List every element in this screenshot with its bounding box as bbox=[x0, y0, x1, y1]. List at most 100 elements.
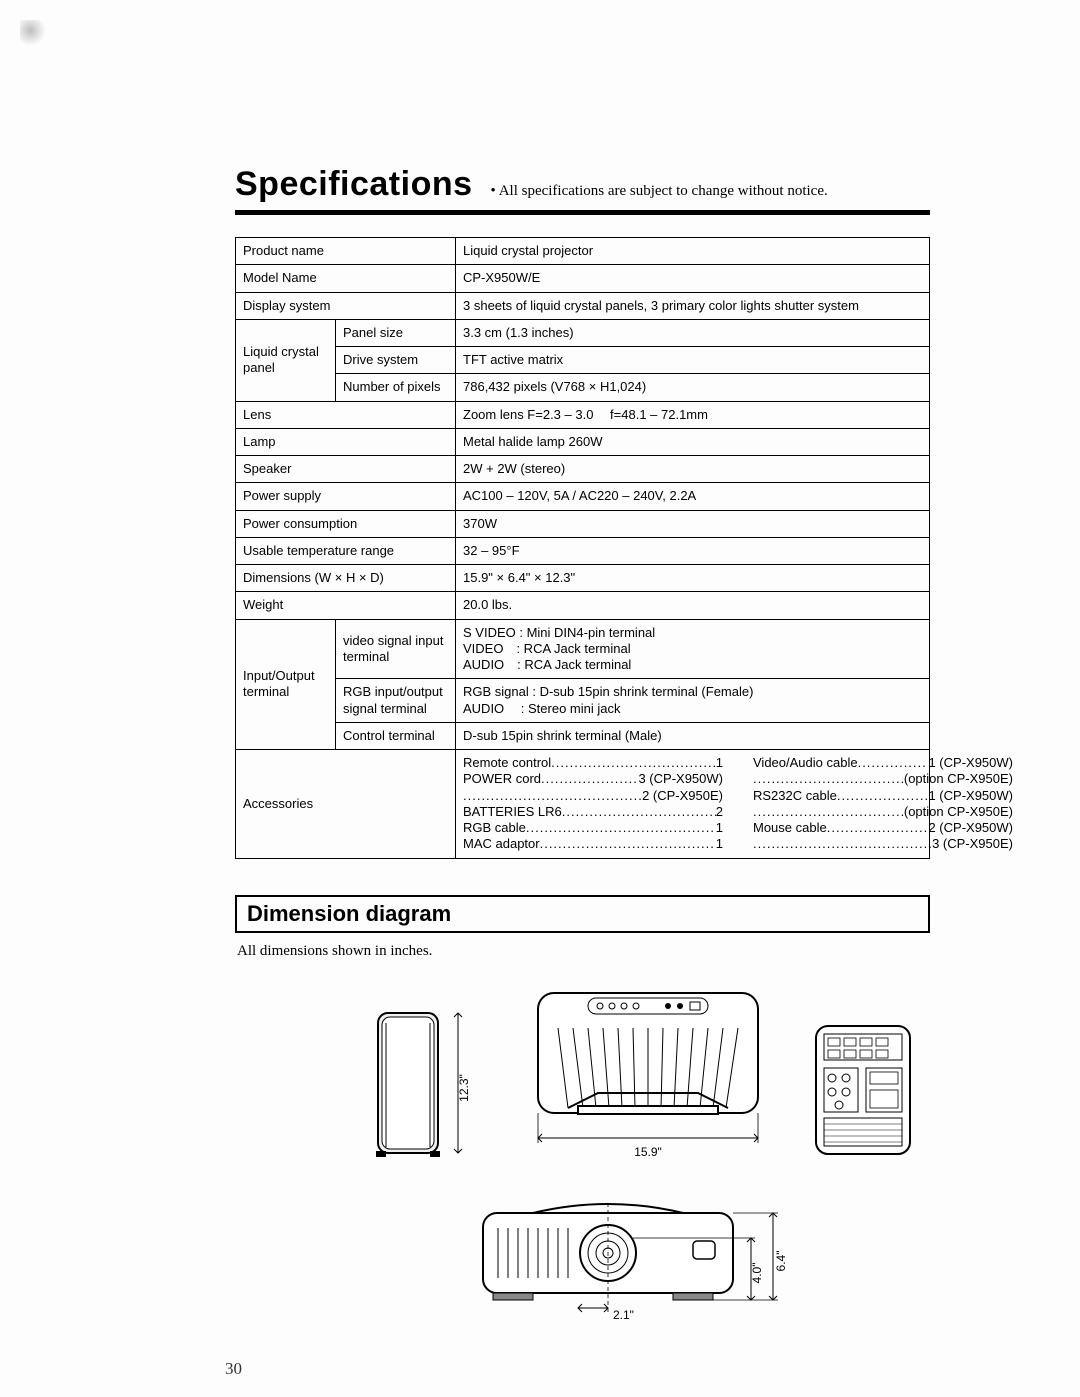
row-label: Dimensions (W × H × D) bbox=[236, 565, 456, 592]
row-value: D-sub 15pin shrink terminal (Male) bbox=[456, 722, 930, 749]
accessory-qty: (option CP-X950E) bbox=[904, 771, 1013, 787]
accessory-line: 2 (CP-X950E) bbox=[463, 788, 723, 804]
row-value: 15.9" × 6.4" × 12.3" bbox=[456, 565, 930, 592]
table-row: Input/Output terminalvideo signal input … bbox=[236, 619, 930, 679]
accessory-dots bbox=[541, 771, 638, 787]
table-row: Usable temperature range32 – 95°F bbox=[236, 537, 930, 564]
accessories-cell: Remote control 1POWER cord 3 (CP-X950W) … bbox=[456, 750, 930, 859]
dim-height-label: 6.4" bbox=[774, 1250, 788, 1271]
row-label: Model Name bbox=[236, 265, 456, 292]
accessory-name: Mouse cable bbox=[753, 820, 827, 836]
accessory-qty: (option CP-X950E) bbox=[904, 804, 1013, 820]
row-label: Usable temperature range bbox=[236, 537, 456, 564]
dim-depth-label: 12.3" bbox=[457, 1074, 471, 1102]
row-label: Product name bbox=[236, 238, 456, 265]
table-row: RGB input/output signal terminalRGB sign… bbox=[236, 679, 930, 723]
dim-width-label: 15.9" bbox=[634, 1145, 662, 1159]
row-value: AC100 – 120V, 5A / AC220 – 240V, 2.2A bbox=[456, 483, 930, 510]
row-group-label: Input/Output terminal bbox=[236, 619, 336, 750]
row-label: Display system bbox=[236, 292, 456, 319]
accessory-qty: 1 bbox=[716, 820, 723, 836]
accessory-qty: 2 (CP-X950W) bbox=[928, 820, 1013, 836]
row-value: 3.3 cm (1.3 inches) bbox=[456, 319, 930, 346]
accessory-line: Video/Audio cable 1 (CP-X950W) bbox=[753, 755, 1013, 771]
row-sub-label: Panel size bbox=[336, 319, 456, 346]
diagram-row-1: 12.3" bbox=[368, 978, 918, 1163]
diagram-top-view: 15.9" bbox=[518, 978, 778, 1163]
accessory-line: MAC adaptor 1 bbox=[463, 836, 723, 852]
table-row: Speaker2W + 2W (stereo) bbox=[236, 456, 930, 483]
accessory-name: MAC adaptor bbox=[463, 836, 540, 852]
row-value: TFT active matrix bbox=[456, 347, 930, 374]
row-sub-label: RGB input/output signal terminal bbox=[336, 679, 456, 723]
accessory-name: Remote control bbox=[463, 755, 551, 771]
row-label: Speaker bbox=[236, 456, 456, 483]
accessory-dots bbox=[753, 804, 904, 820]
accessory-dots bbox=[526, 820, 716, 836]
accessory-name: Video/Audio cable bbox=[753, 755, 858, 771]
row-sub-label: Number of pixels bbox=[336, 374, 456, 401]
row-value: 2W + 2W (stereo) bbox=[456, 456, 930, 483]
diagram-front-view: 2.1" 6.4" 4.0" bbox=[463, 1193, 823, 1323]
table-row: Product nameLiquid crystal projector bbox=[236, 238, 930, 265]
row-sub-label: Control terminal bbox=[336, 722, 456, 749]
dim-lens-offset-label: 2.1" bbox=[613, 1308, 634, 1322]
dimension-heading: Dimension diagram bbox=[247, 901, 451, 926]
table-row: LampMetal halide lamp 260W bbox=[236, 428, 930, 455]
dimension-note: All dimensions shown in inches. bbox=[237, 943, 930, 960]
table-row: Weight20.0 lbs. bbox=[236, 592, 930, 619]
row-label: Lens bbox=[236, 401, 456, 428]
row-value: Zoom lens F=2.3 – 3.0 f=48.1 – 72.1mm bbox=[456, 401, 930, 428]
row-label: Power supply bbox=[236, 483, 456, 510]
scan-artifact bbox=[20, 20, 46, 46]
accessory-qty: 2 (CP-X950E) bbox=[642, 788, 723, 804]
row-label: Power consumption bbox=[236, 510, 456, 537]
accessory-line: Mouse cable 2 (CP-X950W) bbox=[753, 820, 1013, 836]
row-label: Weight bbox=[236, 592, 456, 619]
table-row: LensZoom lens F=2.3 – 3.0 f=48.1 – 72.1m… bbox=[236, 401, 930, 428]
accessory-qty: 3 (CP-X950E) bbox=[932, 836, 1013, 852]
row-sub-label: video signal input terminal bbox=[336, 619, 456, 679]
table-row: Control terminalD-sub 15pin shrink termi… bbox=[236, 722, 930, 749]
diagram-area: 12.3" bbox=[355, 978, 930, 1323]
row-value: 3 sheets of liquid crystal panels, 3 pri… bbox=[456, 292, 930, 319]
accessory-line: Remote control 1 bbox=[463, 755, 723, 771]
accessory-dots bbox=[753, 771, 904, 787]
accessory-line: POWER cord 3 (CP-X950W) bbox=[463, 771, 723, 787]
row-value: CP-X950W/E bbox=[456, 265, 930, 292]
accessory-line: BATTERIES LR6 2 bbox=[463, 804, 723, 820]
table-row: Model NameCP-X950W/E bbox=[236, 265, 930, 292]
row-value: RGB signal : D-sub 15pin shrink terminal… bbox=[456, 679, 930, 723]
row-value: 786,432 pixels (V768 × H1,024) bbox=[456, 374, 930, 401]
accessory-name: RS232C cable bbox=[753, 788, 837, 804]
accessory-dots bbox=[753, 836, 932, 852]
accessory-qty: 3 (CP-X950W) bbox=[638, 771, 723, 787]
diagram-row-2: 2.1" 6.4" 4.0" bbox=[463, 1193, 823, 1323]
spec-table: Product nameLiquid crystal projectorMode… bbox=[235, 237, 930, 859]
accessory-name: BATTERIES LR6 bbox=[463, 804, 562, 820]
accessory-dots bbox=[827, 820, 929, 836]
table-row: Dimensions (W × H × D)15.9" × 6.4" × 12.… bbox=[236, 565, 930, 592]
page: Specifications • All specifications are … bbox=[0, 0, 1080, 1397]
table-row-accessories: AccessoriesRemote control 1POWER cord 3 … bbox=[236, 750, 930, 859]
row-label: Accessories bbox=[236, 750, 456, 859]
accessory-qty: 1 bbox=[716, 836, 723, 852]
accessory-line: RS232C cable 1 (CP-X950W) bbox=[753, 788, 1013, 804]
accessory-qty: 1 (CP-X950W) bbox=[928, 788, 1013, 804]
accessory-dots bbox=[837, 788, 929, 804]
accessory-dots bbox=[551, 755, 716, 771]
row-value: 32 – 95°F bbox=[456, 537, 930, 564]
title-rule bbox=[235, 210, 930, 215]
table-row: Power supplyAC100 – 120V, 5A / AC220 – 2… bbox=[236, 483, 930, 510]
page-number: 30 bbox=[225, 1359, 242, 1379]
table-row: Number of pixels786,432 pixels (V768 × H… bbox=[236, 374, 930, 401]
accessory-dots bbox=[540, 836, 716, 852]
table-row: Display system3 sheets of liquid crystal… bbox=[236, 292, 930, 319]
title-row: Specifications • All specifications are … bbox=[235, 165, 930, 204]
diagram-side-view: 12.3" bbox=[368, 1003, 488, 1163]
dimension-heading-box: Dimension diagram bbox=[235, 895, 930, 933]
accessory-name: RGB cable bbox=[463, 820, 526, 836]
diagram-rear-view bbox=[808, 1018, 918, 1163]
accessory-dots bbox=[463, 788, 642, 804]
row-value: S VIDEO : Mini DIN4-pin terminal VIDEO :… bbox=[456, 619, 930, 679]
